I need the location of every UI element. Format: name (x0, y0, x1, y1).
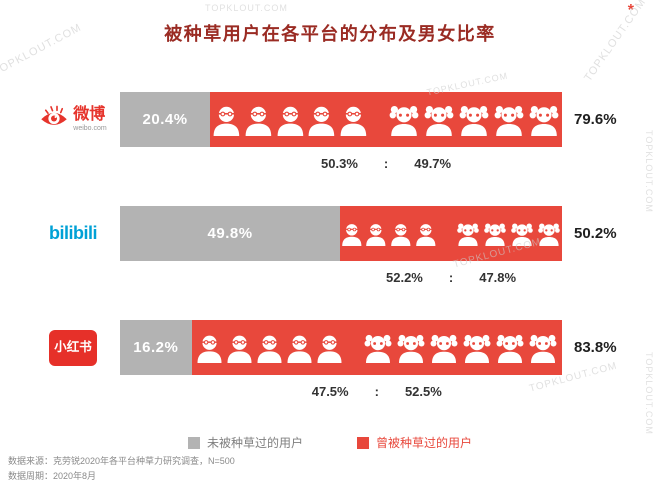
male-user-icon (245, 106, 272, 136)
segment-not-planted: 49.8% (120, 206, 341, 261)
platform-row-xiaohongshu: 小红书 16.2% 47.5% : 52.5% 8 (26, 320, 660, 400)
planted-percent: 50.2% (574, 225, 617, 242)
female-icons-group (388, 104, 560, 136)
female-user-icon (511, 223, 534, 246)
male-user-icon (257, 335, 282, 363)
platform-row-weibo: 微博 weibo.com 20.4% 50.3% (26, 92, 660, 172)
female-user-icon (424, 105, 454, 136)
male-user-icon (415, 223, 436, 246)
male-user-icon (342, 223, 362, 246)
female-user-icon (389, 105, 419, 136)
female-user-icon (529, 105, 559, 136)
female-user-icon (529, 334, 557, 363)
female-user-icon (538, 223, 561, 246)
female-icons-group (363, 333, 558, 363)
male-user-icon (391, 223, 411, 246)
not-planted-percent: 49.8% (207, 225, 253, 242)
female-user-icon (484, 223, 507, 246)
gender-ratio: 47.5% : 52.5% (192, 375, 562, 400)
legend-item-not-planted: 未被种草过的用户 (187, 434, 303, 451)
bilibili-logo-text: bilibili (49, 223, 98, 243)
female-user-icon (496, 334, 524, 363)
female-percent: 52.5% (404, 383, 442, 399)
planted-percent: 83.8% (574, 339, 617, 356)
female-user-icon (463, 334, 491, 363)
xiaohongshu-badge: 小红书 (49, 329, 97, 366)
male-percent: 52.2% (386, 269, 423, 285)
male-user-icon (287, 335, 312, 363)
gender-ratio: 50.3% : 49.7% (210, 147, 562, 172)
male-user-icon (213, 106, 240, 136)
male-icons-group (341, 222, 436, 246)
ratio-colon: : (374, 383, 379, 399)
platform-row-bilibili: bilibili 49.8% 52.2% : 47.8% (26, 206, 660, 286)
bar-cell: 49.8% 52.2% : 47.8% (120, 206, 562, 286)
male-user-icon (227, 335, 252, 363)
female-user-icon (457, 223, 480, 246)
bar-cell: 20.4% 50.3% : 49.7% (120, 92, 562, 172)
male-user-icon (197, 335, 222, 363)
segment-planted (191, 320, 562, 375)
data-source: 数据来源：克劳锐2020年各平台种草力研究调查，N=500 (8, 456, 235, 467)
male-user-icon (309, 106, 335, 136)
segment-not-planted: 20.4% (120, 92, 211, 147)
legend-swatch-not-planted (187, 436, 200, 449)
segment-planted (340, 206, 562, 261)
ratio-colon: : (448, 269, 454, 285)
ratio-colon: : (383, 155, 389, 171)
segment-planted (210, 92, 562, 147)
bilibili-logo: bilibili (26, 206, 120, 261)
male-percent: 50.3% (321, 155, 358, 171)
weibo-domain-text: weibo.com (73, 124, 107, 132)
footer: 数据来源：克劳锐2020年各平台种草力研究调查，N=500 数据周期：2020年… (8, 454, 235, 484)
stacked-bar: 16.2% (120, 320, 562, 375)
female-user-icon (430, 334, 458, 363)
female-percent: 47.8% (479, 269, 517, 285)
legend-label-planted: 曾被种草过的用户 (376, 436, 473, 450)
chart-rows: 微博 weibo.com 20.4% 50.3% (26, 80, 660, 400)
female-user-icon (397, 334, 425, 363)
male-user-icon (317, 335, 342, 363)
weibo-logo-text: 微博 (73, 106, 106, 124)
asterisk-icon: * (627, 2, 634, 19)
not-planted-percent: 16.2% (133, 339, 179, 356)
male-icons-group (196, 333, 343, 363)
data-period: 数据周期：2020年8月 (8, 471, 97, 482)
not-planted-percent: 20.4% (142, 111, 188, 128)
legend-item-planted: 曾被种草过的用户 (357, 434, 472, 451)
weibo-logo: 微博 weibo.com (26, 92, 120, 147)
weibo-eye-icon (39, 102, 69, 137)
male-icons-group (212, 104, 368, 136)
male-user-icon (340, 106, 367, 136)
male-percent: 47.5% (311, 383, 349, 399)
female-icons-group (456, 222, 561, 246)
male-user-icon (366, 223, 386, 246)
stacked-bar: 20.4% (120, 92, 562, 147)
segment-not-planted: 16.2% (120, 320, 192, 375)
legend-swatch-planted (357, 436, 369, 449)
planted-percent: 79.6% (574, 111, 617, 128)
female-percent: 49.7% (414, 155, 452, 171)
male-user-icon (277, 106, 303, 136)
legend: 未被种草过的用户 曾被种草过的用户 (0, 434, 660, 451)
xiaohongshu-logo: 小红书 (26, 320, 120, 375)
bar-cell: 16.2% 47.5% : 52.5% (120, 320, 562, 400)
stacked-bar: 49.8% (120, 206, 562, 261)
female-user-icon (364, 334, 392, 363)
legend-label-not-planted: 未被种草过的用户 (206, 436, 303, 450)
page-title: 被种草用户在各平台的分布及男女比率 (164, 24, 496, 44)
female-user-icon (494, 105, 524, 136)
gender-ratio: 52.2% : 47.8% (340, 261, 562, 286)
female-user-icon (459, 105, 489, 136)
